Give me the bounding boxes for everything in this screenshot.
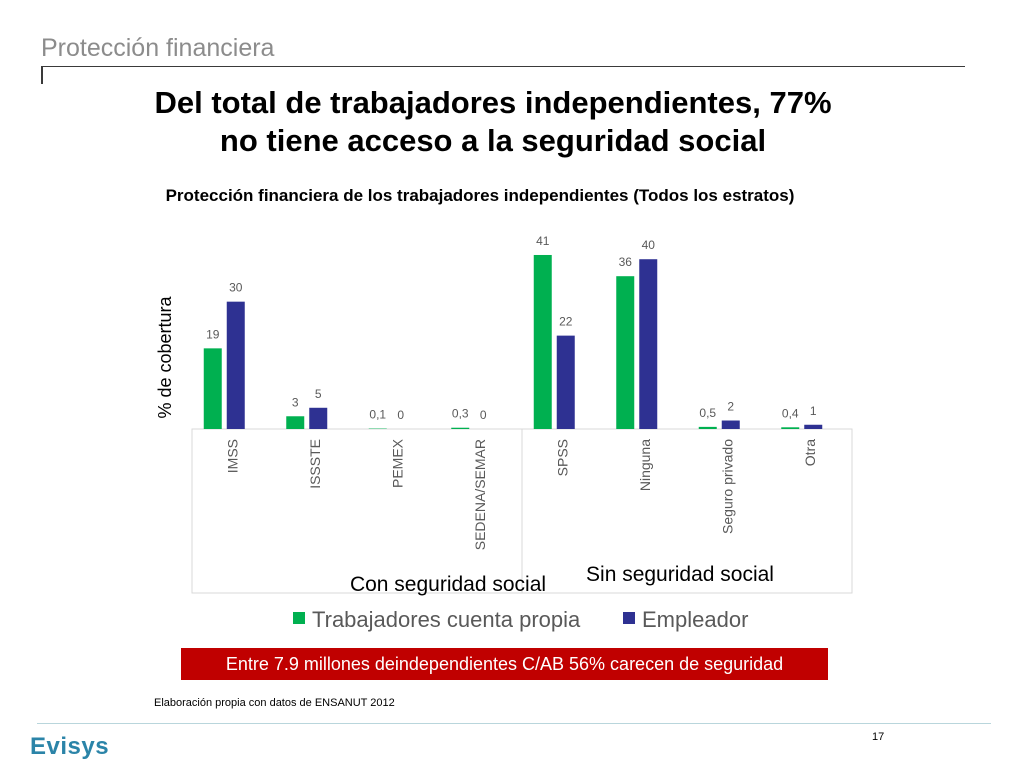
- data-label: 0,1: [369, 408, 386, 422]
- bar-cuenta-propia: [781, 427, 800, 429]
- header-divider-tick: [41, 66, 43, 84]
- bar-empleador: [804, 424, 823, 429]
- legend-label: Empleador: [642, 607, 748, 632]
- legend-swatch: [293, 612, 305, 624]
- headline: Del total de trabajadores independientes…: [0, 84, 986, 160]
- section-title: Protección financiera: [41, 34, 275, 62]
- category-label: ISSSTE: [307, 439, 323, 489]
- data-label: 0,4: [782, 406, 799, 420]
- data-label: 5: [315, 387, 322, 401]
- data-label: 30: [229, 281, 243, 295]
- bar-cuenta-propia: [533, 254, 552, 429]
- data-label: 0,3: [452, 407, 469, 421]
- summary-banner: Entre 7.9 millones deindependientes C/AB…: [181, 648, 828, 680]
- source-note: Elaboración propia con datos de ENSANUT …: [154, 697, 395, 709]
- headline-line-1: Del total de trabajadores independientes…: [154, 85, 832, 120]
- group-label-sin: Sin seguridad social: [586, 563, 774, 586]
- data-label: 40: [642, 238, 656, 252]
- bar-chart: % de cobertura 19 30 IMSS 3 5 ISSSTE 0,1 0 PEMEX 0…: [155, 234, 853, 632]
- bar-cuenta-propia: [616, 276, 635, 429]
- bar-empleador: [639, 259, 658, 429]
- bar-empleador: [226, 301, 245, 429]
- page-number: 17: [872, 731, 885, 743]
- bar-cuenta-propia: [451, 427, 470, 429]
- category-label: SEDENA/SEMAR: [472, 439, 488, 550]
- chart-title: Protección financiera de los trabajadore…: [165, 186, 795, 205]
- evisys-logo: Evisys: [30, 733, 110, 760]
- y-axis-label: % de cobertura: [155, 295, 175, 418]
- legend-swatch: [623, 612, 635, 624]
- bar-empleador: [721, 420, 740, 429]
- category-label: PEMEX: [389, 438, 405, 488]
- data-label: 1: [810, 404, 817, 418]
- bar-cuenta-propia: [286, 416, 305, 429]
- data-label: 0,5: [699, 406, 716, 420]
- bar-empleador: [309, 407, 328, 429]
- group-label-con: Con seguridad social: [350, 573, 546, 596]
- data-label: 19: [206, 327, 220, 341]
- data-label: 41: [536, 234, 550, 248]
- data-label: 3: [292, 395, 299, 409]
- category-label: Seguro privado: [719, 439, 735, 534]
- bar-cuenta-propia: [203, 348, 222, 429]
- header-divider: [41, 66, 965, 67]
- data-label: 2: [727, 400, 734, 414]
- bar-cuenta-propia: [698, 426, 717, 429]
- data-label: 22: [559, 315, 573, 329]
- headline-line-2: no tiene acceso a la seguridad social: [219, 123, 767, 158]
- category-label: SPSS: [554, 439, 570, 476]
- category-label: Ninguna: [637, 439, 653, 491]
- data-label: 0: [397, 408, 404, 422]
- legend-label: Trabajadores cuenta propia: [312, 607, 581, 632]
- category-label: Otra: [802, 439, 818, 466]
- data-label: 36: [619, 255, 633, 269]
- bar-empleador: [556, 335, 575, 429]
- category-label: IMSS: [224, 439, 240, 473]
- footer-divider: [37, 723, 991, 724]
- data-label: 0: [480, 408, 487, 422]
